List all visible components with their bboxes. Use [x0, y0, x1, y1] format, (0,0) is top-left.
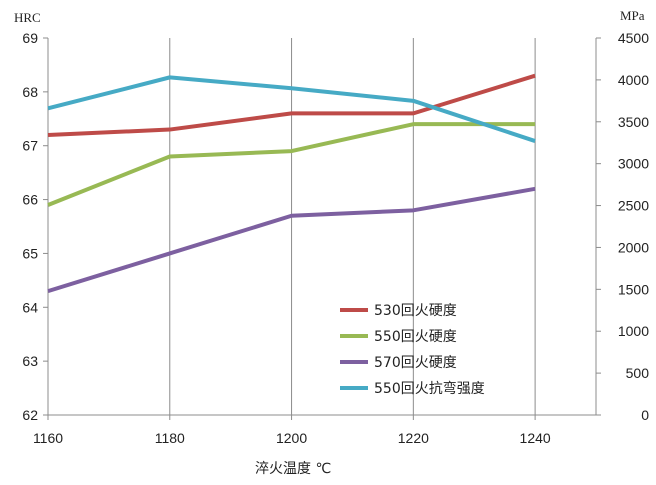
- legend-label: 550回火抗弯强度: [374, 380, 485, 397]
- series-line: [47, 122, 536, 207]
- left-axis-tick-label: 66: [22, 192, 38, 208]
- legend: 530回火硬度 550回火硬度 570回火硬度 550回火抗弯强度: [340, 303, 485, 397]
- left-axis-tick-label: 64: [22, 299, 38, 315]
- right-axis-tick-label: 3000: [618, 156, 649, 172]
- series-line: [47, 73, 536, 137]
- right-axis-tick-label: 1000: [618, 323, 649, 339]
- left-axis-tick-label: 63: [22, 353, 38, 369]
- series-lines: [47, 73, 536, 294]
- right-axis-tick-label: 3500: [618, 114, 649, 130]
- right-axis-tick-label: 1500: [618, 281, 649, 297]
- left-axis-unit-label: HRC: [14, 10, 41, 25]
- x-axis-tick-label: 1220: [398, 430, 429, 446]
- series-line: [47, 186, 536, 294]
- x-axis-title: 淬火温度 ℃: [255, 461, 331, 477]
- x-axis-tick-label: 1180: [155, 430, 185, 446]
- left-axis-tick-label: 67: [22, 138, 38, 154]
- left-axis-tick-label: 69: [22, 30, 38, 46]
- axes: [43, 37, 601, 420]
- vertical-gridlines: [47, 38, 536, 415]
- right-axis-tick-label: 2500: [618, 198, 649, 214]
- right-axis-tick-label: 2000: [618, 239, 649, 255]
- x-axis-tick-label: 1200: [276, 430, 307, 446]
- x-axis-tick-label: 1240: [520, 430, 551, 446]
- right-axis-tick-label: 0: [641, 407, 649, 423]
- x-axis-tick-label: 1160: [33, 430, 63, 446]
- tick-labels: 62 63 64 65 66 67 68 69 0 500 1000 1500 2000 2500 3000…: [22, 30, 649, 446]
- left-axis-tick-label: 68: [22, 84, 38, 100]
- left-axis-tick-label: 65: [22, 245, 38, 261]
- legend-label: 550回火硬度: [374, 329, 457, 345]
- right-axis-tick-label: 500: [626, 365, 650, 381]
- right-axis-tick-label: 4000: [618, 72, 649, 88]
- right-axis-tick-label: 4500: [618, 30, 649, 46]
- left-axis-tick-label: 62: [22, 407, 38, 423]
- legend-label: 570回火硬度: [374, 355, 457, 371]
- series-line: [47, 75, 536, 143]
- right-axis-unit-label: MPa: [620, 8, 645, 23]
- legend-label: 530回火硬度: [374, 303, 457, 319]
